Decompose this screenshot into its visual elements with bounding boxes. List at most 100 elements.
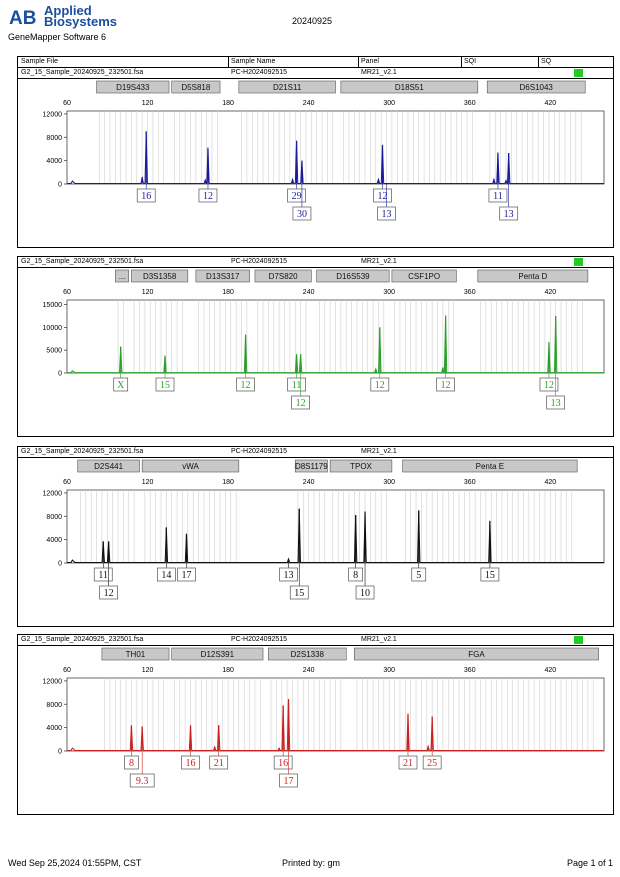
x-tick-label: 60: [63, 479, 71, 486]
allele-label: 15: [160, 380, 170, 391]
locus-marker[interactable]: [195, 269, 250, 283]
electropherogram-chart: D2S441 vWA D8S1179 TPOX Penta E60 120 180 240 30…: [43, 459, 605, 600]
x-tick-label: 120: [142, 479, 154, 486]
allele-label: 16: [278, 758, 288, 769]
x-tick-label: 300: [383, 667, 395, 674]
allele-label-box[interactable]: [480, 567, 500, 582]
allele-label-box[interactable]: [113, 377, 129, 392]
allele-label-box[interactable]: [93, 567, 113, 582]
allele-label-box[interactable]: [411, 567, 427, 582]
locus-marker[interactable]: [268, 647, 347, 661]
locus-name: CSF1PO: [408, 272, 440, 281]
x-tick-label: 300: [383, 289, 395, 296]
sample-file-name: G2_15_Sample_20240925_232501.fsa: [21, 258, 144, 265]
allele-label-box[interactable]: [124, 755, 139, 770]
x-tick-label: 420: [544, 479, 556, 486]
allele-label: 13: [382, 209, 392, 220]
allele-label: 21: [214, 758, 224, 769]
locus-marker[interactable]: [171, 80, 221, 94]
locus-marker[interactable]: [141, 459, 240, 473]
allele-label-box[interactable]: [436, 377, 455, 392]
allele-label-box[interactable]: [287, 188, 306, 203]
allele-label-box[interactable]: [546, 395, 566, 410]
allele-label-box[interactable]: [370, 377, 390, 392]
allele-label: 14: [161, 570, 171, 581]
sample-name: PC-H2024092515: [231, 448, 288, 455]
allele-label: 8: [129, 758, 134, 769]
allele-label-box[interactable]: [539, 377, 559, 392]
x-tick-label: 180: [222, 289, 234, 296]
allele-label-box[interactable]: [136, 188, 156, 203]
allele-label-box[interactable]: [289, 585, 309, 600]
allele-label-box[interactable]: [292, 206, 312, 221]
locus-marker[interactable]: [238, 80, 336, 94]
allele-label-box[interactable]: [209, 755, 229, 770]
allele-label-box[interactable]: [499, 206, 519, 221]
allele-label: 16: [186, 758, 196, 769]
allele-label: 17: [284, 776, 294, 787]
print-timestamp: Wed Sep 25,2024 01:55PM, CST: [8, 858, 142, 868]
x-tick-label: 240: [303, 479, 315, 486]
allele-label-box[interactable]: [488, 188, 508, 203]
allele-label-box[interactable]: [177, 567, 196, 582]
locus-name: D5S818: [181, 83, 210, 92]
sample-name: PC-H2024092515: [231, 258, 288, 265]
locus-marker[interactable]: [294, 459, 328, 473]
locus-marker[interactable]: [171, 647, 264, 661]
allele-label-box[interactable]: [291, 395, 310, 410]
locus-marker[interactable]: [391, 269, 457, 283]
software-name: GeneMapper Software 6: [8, 32, 107, 42]
allele-label-box[interactable]: [273, 755, 293, 770]
locus-marker[interactable]: [402, 459, 578, 473]
signal-trace: [67, 315, 604, 374]
allele-label: 12: [203, 191, 213, 202]
allele-label-box[interactable]: [279, 773, 298, 788]
locus-marker[interactable]: [131, 269, 189, 283]
locus-marker[interactable]: [329, 459, 393, 473]
allele-label-box[interactable]: [198, 188, 218, 203]
locus-marker[interactable]: [101, 647, 170, 661]
allele-label-box[interactable]: [373, 188, 392, 203]
locus-marker[interactable]: [340, 80, 479, 94]
allele-label-box[interactable]: [355, 585, 375, 600]
y-tick-label: 8000: [46, 702, 62, 709]
y-tick-label: 15000: [43, 302, 63, 309]
allele-label: 8: [353, 570, 358, 581]
x-tick-label: 120: [142, 667, 154, 674]
allele-label: 11: [98, 570, 108, 581]
allele-label: 9.3: [136, 776, 149, 787]
locus-marker[interactable]: [254, 269, 312, 283]
allele-label-box[interactable]: [99, 585, 118, 600]
printed-by: Printed by: gm: [282, 858, 341, 868]
y-tick-label: 5000: [46, 348, 62, 355]
allele-label-box[interactable]: [377, 206, 396, 221]
allele-label: 12: [377, 191, 387, 202]
locus-marker[interactable]: [477, 269, 589, 283]
locus-marker[interactable]: [316, 269, 390, 283]
allele-label-box[interactable]: [287, 377, 306, 392]
locus-name: D21S11: [273, 83, 302, 92]
allele-label-box[interactable]: [279, 567, 298, 582]
allele-label-box[interactable]: [129, 773, 155, 788]
panel-name: MR21_v2.1: [361, 258, 397, 265]
locus-name: TH01: [126, 650, 146, 659]
allele-label-box[interactable]: [236, 377, 255, 392]
y-tick-label: 0: [58, 561, 62, 568]
allele-label-box[interactable]: [348, 567, 363, 582]
locus-marker[interactable]: [96, 80, 170, 94]
locus-marker[interactable]: [115, 269, 130, 283]
allele-label-box[interactable]: [156, 567, 176, 582]
allele-label: 16: [141, 191, 151, 202]
col-sq: SQ: [541, 58, 552, 65]
allele-label-box[interactable]: [181, 755, 200, 770]
allele-label-box[interactable]: [398, 755, 418, 770]
locus-marker[interactable]: [353, 647, 599, 661]
col-sqi: SQI: [464, 58, 477, 65]
locus-marker[interactable]: [77, 459, 140, 473]
x-tick-label: 120: [142, 289, 154, 296]
locus-marker[interactable]: [486, 80, 586, 94]
allele-label-box[interactable]: [422, 755, 442, 770]
signal-trace: [67, 699, 604, 752]
allele-label-box[interactable]: [155, 377, 175, 392]
x-tick-label: 60: [63, 289, 71, 296]
